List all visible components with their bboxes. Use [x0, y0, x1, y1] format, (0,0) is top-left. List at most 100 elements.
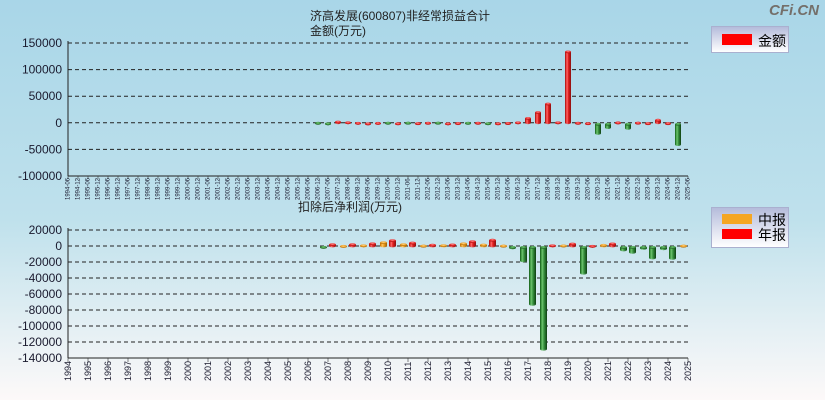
svg-text:2012-12: 2012-12 [436, 177, 442, 200]
svg-text:1994-12: 1994-12 [76, 177, 82, 200]
svg-text:2013: 2013 [443, 361, 453, 381]
svg-text:2018: 2018 [543, 361, 553, 381]
svg-text:2022-12: 2022-12 [636, 177, 642, 200]
svg-text:-140000: -140000 [18, 351, 62, 365]
svg-text:1999: 1999 [163, 361, 173, 381]
svg-text:1998-12: 1998-12 [156, 177, 162, 200]
svg-text:1997: 1997 [123, 361, 133, 381]
svg-text:1995-06: 1995-06 [86, 177, 92, 200]
svg-text:2023: 2023 [643, 361, 653, 381]
svg-text:2009-06: 2009-06 [366, 177, 372, 200]
svg-text:2019-12: 2019-12 [576, 177, 582, 200]
svg-text:2003-12: 2003-12 [256, 177, 262, 200]
svg-text:2001-06: 2001-06 [206, 177, 212, 200]
svg-text:1996: 1996 [103, 361, 113, 381]
svg-text:1994-06: 1994-06 [66, 177, 72, 200]
svg-text:1996-12: 1996-12 [116, 177, 122, 200]
svg-text:2000: 2000 [183, 361, 193, 381]
svg-text:2002: 2002 [223, 361, 233, 381]
svg-text:2021-12: 2021-12 [616, 177, 622, 200]
svg-text:1999-06: 1999-06 [166, 177, 172, 200]
svg-text:150000: 150000 [22, 36, 62, 50]
svg-text:2014-12: 2014-12 [476, 177, 482, 200]
svg-text:100000: 100000 [22, 63, 62, 77]
svg-text:2008-06: 2008-06 [346, 177, 352, 200]
svg-text:2025-06: 2025-06 [686, 177, 692, 200]
svg-text:2011-06: 2011-06 [406, 178, 412, 200]
svg-text:2014-06: 2014-06 [466, 177, 472, 200]
svg-text:2018-12: 2018-12 [556, 177, 562, 200]
svg-text:2004-06: 2004-06 [266, 177, 272, 200]
svg-text:2021: 2021 [603, 361, 613, 381]
svg-text:20000: 20000 [29, 223, 63, 237]
svg-text:2019: 2019 [563, 361, 573, 381]
svg-text:-100000: -100000 [18, 169, 62, 183]
svg-text:2015-06: 2015-06 [486, 177, 492, 200]
svg-text:2023-12: 2023-12 [656, 177, 662, 200]
svg-text:2010-06: 2010-06 [386, 177, 392, 200]
svg-text:2005-06: 2005-06 [286, 177, 292, 200]
svg-text:2008: 2008 [343, 361, 353, 381]
svg-text:2013-12: 2013-12 [456, 177, 462, 200]
svg-text:2004-12: 2004-12 [276, 177, 282, 200]
svg-text:2012-06: 2012-06 [426, 177, 432, 200]
svg-text:-40000: -40000 [25, 271, 63, 285]
svg-text:2005-12: 2005-12 [296, 177, 302, 200]
svg-text:2018-06: 2018-06 [546, 177, 552, 200]
svg-text:2007-12: 2007-12 [336, 177, 342, 200]
svg-text:2002-06: 2002-06 [226, 177, 232, 200]
svg-text:2001-12: 2001-12 [216, 177, 222, 200]
svg-text:2005: 2005 [283, 361, 293, 381]
svg-text:2000-06: 2000-06 [186, 177, 192, 200]
svg-text:2015-12: 2015-12 [496, 177, 502, 200]
svg-text:2011: 2011 [403, 362, 413, 381]
svg-text:2020-06: 2020-06 [586, 177, 592, 200]
svg-text:1995-12: 1995-12 [96, 177, 102, 200]
svg-text:0: 0 [55, 239, 62, 253]
svg-text:2008-12: 2008-12 [356, 177, 362, 200]
svg-text:2016-06: 2016-06 [506, 177, 512, 200]
svg-text:1998: 1998 [143, 361, 153, 381]
svg-text:2010: 2010 [383, 361, 393, 381]
svg-text:2024: 2024 [663, 361, 673, 381]
svg-text:1999-12: 1999-12 [176, 177, 182, 200]
svg-text:2022: 2022 [623, 361, 633, 381]
svg-text:-50000: -50000 [25, 142, 63, 156]
svg-text:2017-06: 2017-06 [526, 177, 532, 200]
svg-text:2023-06: 2023-06 [646, 177, 652, 200]
svg-text:0: 0 [55, 116, 62, 130]
svg-text:2003-06: 2003-06 [246, 177, 252, 200]
svg-text:-100000: -100000 [18, 319, 62, 333]
svg-text:2007: 2007 [323, 361, 333, 381]
svg-text:-80000: -80000 [25, 303, 63, 317]
svg-text:1998-06: 1998-06 [146, 177, 152, 200]
svg-text:1997-06: 1997-06 [126, 177, 132, 200]
svg-text:1997-12: 1997-12 [136, 177, 142, 200]
svg-text:2014: 2014 [463, 361, 473, 381]
svg-text:2011-12: 2011-12 [416, 178, 422, 200]
svg-text:2013-06: 2013-06 [446, 177, 452, 200]
svg-text:2016-12: 2016-12 [516, 177, 522, 200]
svg-text:-20000: -20000 [25, 255, 63, 269]
svg-text:2021-06: 2021-06 [606, 177, 612, 200]
svg-text:2004: 2004 [263, 361, 273, 381]
svg-text:50000: 50000 [29, 89, 63, 103]
svg-text:2020: 2020 [583, 361, 593, 381]
svg-text:2003: 2003 [243, 361, 253, 381]
svg-text:-60000: -60000 [25, 287, 63, 301]
svg-text:2000-12: 2000-12 [196, 177, 202, 200]
svg-text:1994: 1994 [63, 361, 73, 381]
svg-text:2009-12: 2009-12 [376, 177, 382, 200]
svg-text:2002-12: 2002-12 [236, 177, 242, 200]
svg-text:2019-06: 2019-06 [566, 177, 572, 200]
svg-text:2012: 2012 [423, 361, 433, 381]
svg-text:2016: 2016 [503, 361, 513, 381]
svg-text:2015: 2015 [483, 361, 493, 381]
svg-text:2007-06: 2007-06 [326, 177, 332, 200]
svg-text:2024-06: 2024-06 [666, 177, 672, 200]
svg-text:2020-12: 2020-12 [596, 177, 602, 200]
svg-text:2006-06: 2006-06 [306, 177, 312, 200]
svg-text:2024-12: 2024-12 [676, 177, 682, 200]
svg-text:2017: 2017 [523, 361, 533, 381]
svg-text:2017-12: 2017-12 [536, 177, 542, 200]
